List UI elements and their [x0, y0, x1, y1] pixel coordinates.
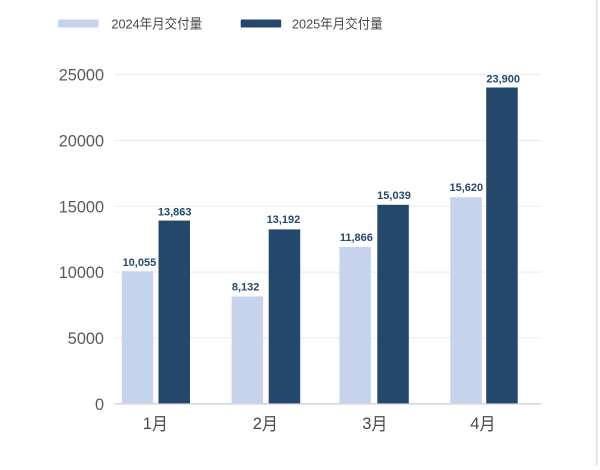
svg-text:23,900: 23,900	[486, 73, 520, 85]
svg-text:8,132: 8,132	[232, 282, 260, 294]
svg-text:11,866: 11,866	[340, 232, 373, 244]
svg-text:13,863: 13,863	[158, 206, 192, 218]
svg-text:10,055: 10,055	[123, 257, 157, 269]
svg-text:0: 0	[95, 396, 104, 414]
svg-text:2024: 2024	[111, 17, 139, 31]
svg-text:5000: 5000	[68, 330, 104, 348]
svg-text:15,039: 15,039	[377, 190, 411, 202]
svg-text:3: 3	[362, 415, 371, 433]
svg-text:15000: 15000	[59, 198, 104, 216]
svg-text:2025: 2025	[292, 17, 320, 31]
svg-text:10000: 10000	[59, 264, 104, 282]
svg-text:4: 4	[470, 415, 479, 433]
svg-text:13,192: 13,192	[267, 214, 301, 226]
svg-text:20000: 20000	[59, 133, 104, 151]
svg-text:25000: 25000	[59, 67, 104, 85]
svg-text:15,620: 15,620	[449, 182, 483, 194]
svg-text:2: 2	[253, 415, 262, 433]
svg-text:1: 1	[143, 415, 152, 433]
